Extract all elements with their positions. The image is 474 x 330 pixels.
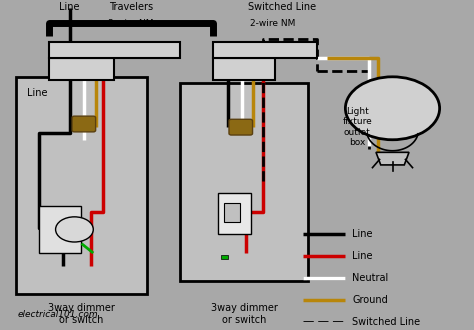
Bar [48,42,181,58]
Circle shape [55,217,93,242]
Text: Neutral: Neutral [353,273,389,283]
Bar [181,83,308,281]
Bar [213,42,317,58]
Bar [213,58,275,80]
Polygon shape [376,152,409,165]
Text: Switched Line: Switched Line [248,2,316,12]
Circle shape [346,77,439,140]
Text: Line: Line [27,87,48,98]
Bar [16,77,147,294]
Bar [224,203,240,221]
FancyBboxPatch shape [229,119,253,135]
FancyBboxPatch shape [72,116,96,132]
Text: 3way dimmer
or switch: 3way dimmer or switch [210,303,277,325]
Text: Travelers: Travelers [109,2,153,12]
Text: Line: Line [353,251,373,261]
Bar [220,255,228,259]
Text: Light
fixture
outlet
box: Light fixture outlet box [342,107,372,147]
Text: Ground: Ground [353,295,388,305]
Text: 3way dimmer
or switch: 3way dimmer or switch [48,303,115,325]
Bar [39,206,82,253]
Text: 3-wire NM: 3-wire NM [108,19,154,28]
Text: 2-wire NM: 2-wire NM [250,19,295,28]
Text: electrical101.com: electrical101.com [18,310,98,319]
Text: Line: Line [353,229,373,239]
Bar [48,58,115,80]
Bar [218,193,251,234]
Text: Switched Line: Switched Line [353,317,420,327]
Text: Line: Line [59,2,80,12]
